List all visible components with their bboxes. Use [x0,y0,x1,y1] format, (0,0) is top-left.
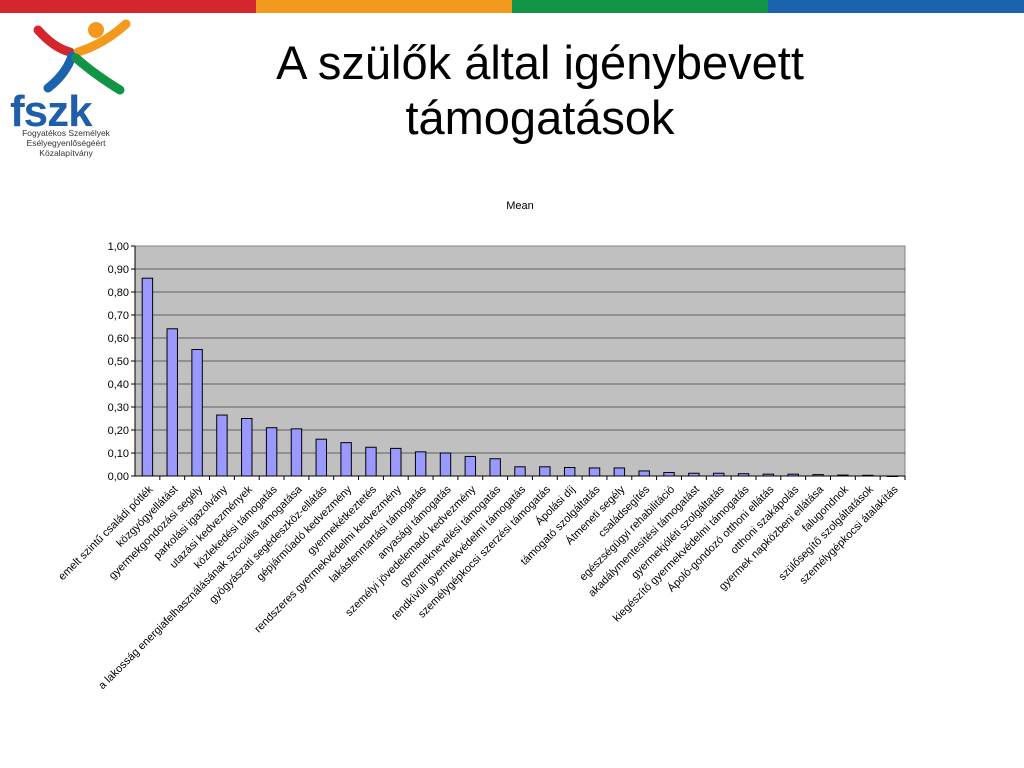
bar [712,472,725,477]
bar [390,447,402,477]
bar [141,277,154,477]
color-stripe-bar [0,0,1024,13]
bar [638,470,650,477]
y-tick-label: 0,50 [108,356,129,368]
slide-title-line-1: A szülők által igénybevett [276,36,804,89]
slide-title-line-2: támogatások [405,91,675,144]
bar [414,451,427,477]
bar [191,349,203,477]
bar [340,442,352,477]
stripe-orange [256,0,512,13]
bar [489,458,501,477]
bar [563,466,576,477]
logo-subtitle: Fogyatékos Személyek Esélyegyenlőségéért… [6,128,126,158]
fszk-logo: fszk Fogyatékos Személyek Esélyegyenlősé… [8,18,138,168]
bar [464,455,477,477]
y-tick-label: 0,70 [108,310,129,322]
bar [166,328,178,477]
stripe-blue [768,0,1024,13]
y-tick-label: 0,00 [108,471,129,483]
bar [812,474,824,477]
stripe-red [0,0,256,13]
y-tick-label: 0,10 [108,448,129,460]
y-tick-label: 1,00 [108,241,129,253]
bar [737,473,750,477]
bar [886,475,899,477]
bar [290,428,303,477]
bar [365,446,377,477]
logo-subtitle-line: Közalapítvány [39,148,93,158]
logo-wordmark: fszk [10,87,93,136]
x-tick-label: emelt szintű családi pótlék [56,483,156,583]
bar [862,474,874,477]
bar [688,472,700,477]
y-tick-label: 0,60 [108,333,129,345]
logo-figure-icon [33,19,131,95]
bar [613,467,626,477]
chart-title: Mean [506,200,534,212]
y-tick-label: 0,20 [108,425,129,437]
bar [588,467,601,477]
y-tick-label: 0,40 [108,379,129,391]
y-tick-label: 0,30 [108,402,129,414]
logo-subtitle-line: Esélyegyenlőségéért [26,138,106,148]
bar [837,474,849,477]
slide-title: A szülők által igénybevett támogatások [150,35,930,145]
stripe-green [512,0,768,13]
bar [265,427,278,477]
bar [762,473,775,477]
bar [787,473,799,477]
y-tick-label: 0,80 [108,287,129,299]
y-tick-label: 0,90 [108,264,129,276]
bar [663,472,675,477]
bar [216,414,228,477]
bar [539,466,551,477]
bar [439,452,452,477]
bar [315,438,328,477]
logo-subtitle-line: Fogyatékos Személyek [22,128,110,138]
bar [241,418,253,477]
bar [514,466,526,477]
